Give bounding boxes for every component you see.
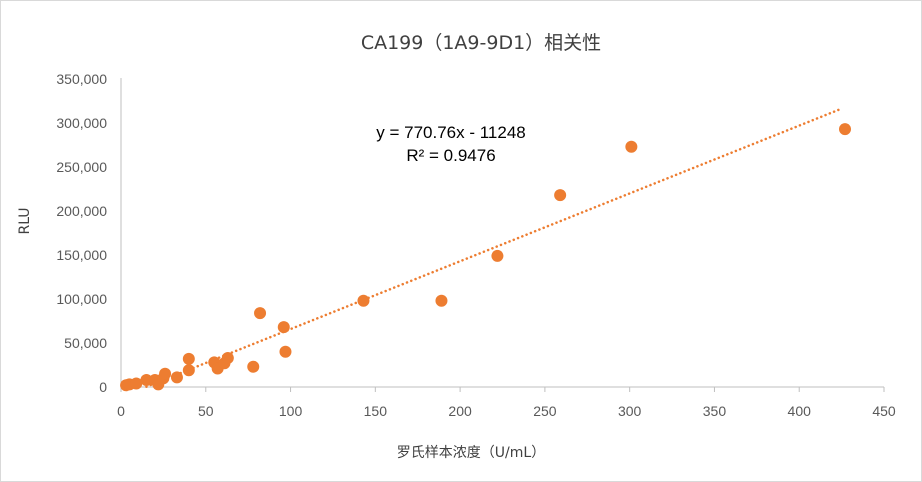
data-point [159,367,172,380]
y-tick-label: 150,000 [56,247,107,263]
linear-trendline [145,107,843,388]
x-axis-title: 罗氏样本浓度（U/mL） [397,445,545,461]
x-tick-label: 0 [117,403,125,419]
data-point [277,321,290,334]
x-tick-label: 150 [364,403,388,419]
x-tick-marks [120,387,885,392]
x-tick-label: 350 [703,403,727,419]
data-point [435,294,448,307]
data-point [170,371,183,384]
data-point [625,140,638,153]
data-point [182,364,195,377]
x-tick-label: 400 [788,403,812,419]
data-point [554,189,567,202]
data-point [279,345,292,358]
data-point [839,123,852,136]
data-point [140,373,153,386]
x-tick-labels: 0 50 100 150 200 250 300 350 400 450 [117,403,896,419]
data-point [130,377,143,390]
x-tick-label: 450 [872,403,896,419]
y-tick-labels: 0 50,000 100,000 150,000 200,000 250,000 300,0… [56,71,107,395]
trendline-equation: y = 770.76x - 11248 [376,123,526,142]
x-tick-label: 250 [533,403,557,419]
x-tick-label: 100 [279,403,303,419]
y-tick-label: 350,000 [56,71,107,87]
data-point [357,294,370,307]
x-tick-label: 200 [448,403,472,419]
data-point [182,352,195,365]
y-tick-label: 100,000 [56,291,107,307]
chart-title: CA199（1A9-9D1）相关性 [361,32,601,54]
x-tick-label: 50 [198,403,214,419]
data-points [120,123,852,392]
data-point [247,360,260,373]
y-tick-label: 50,000 [64,335,107,351]
x-tick-label: 300 [618,403,642,419]
data-point [491,249,504,262]
y-tick-label: 200,000 [56,203,107,219]
y-tick-label: 0 [99,379,107,395]
data-point [221,351,234,364]
y-tick-label: 300,000 [56,115,107,131]
data-point [254,307,267,320]
trendline-group [145,107,843,388]
trendline-r2: R² = 0.9476 [406,146,495,165]
y-axis-title: RLU [17,207,33,234]
y-tick-label: 250,000 [56,159,107,175]
